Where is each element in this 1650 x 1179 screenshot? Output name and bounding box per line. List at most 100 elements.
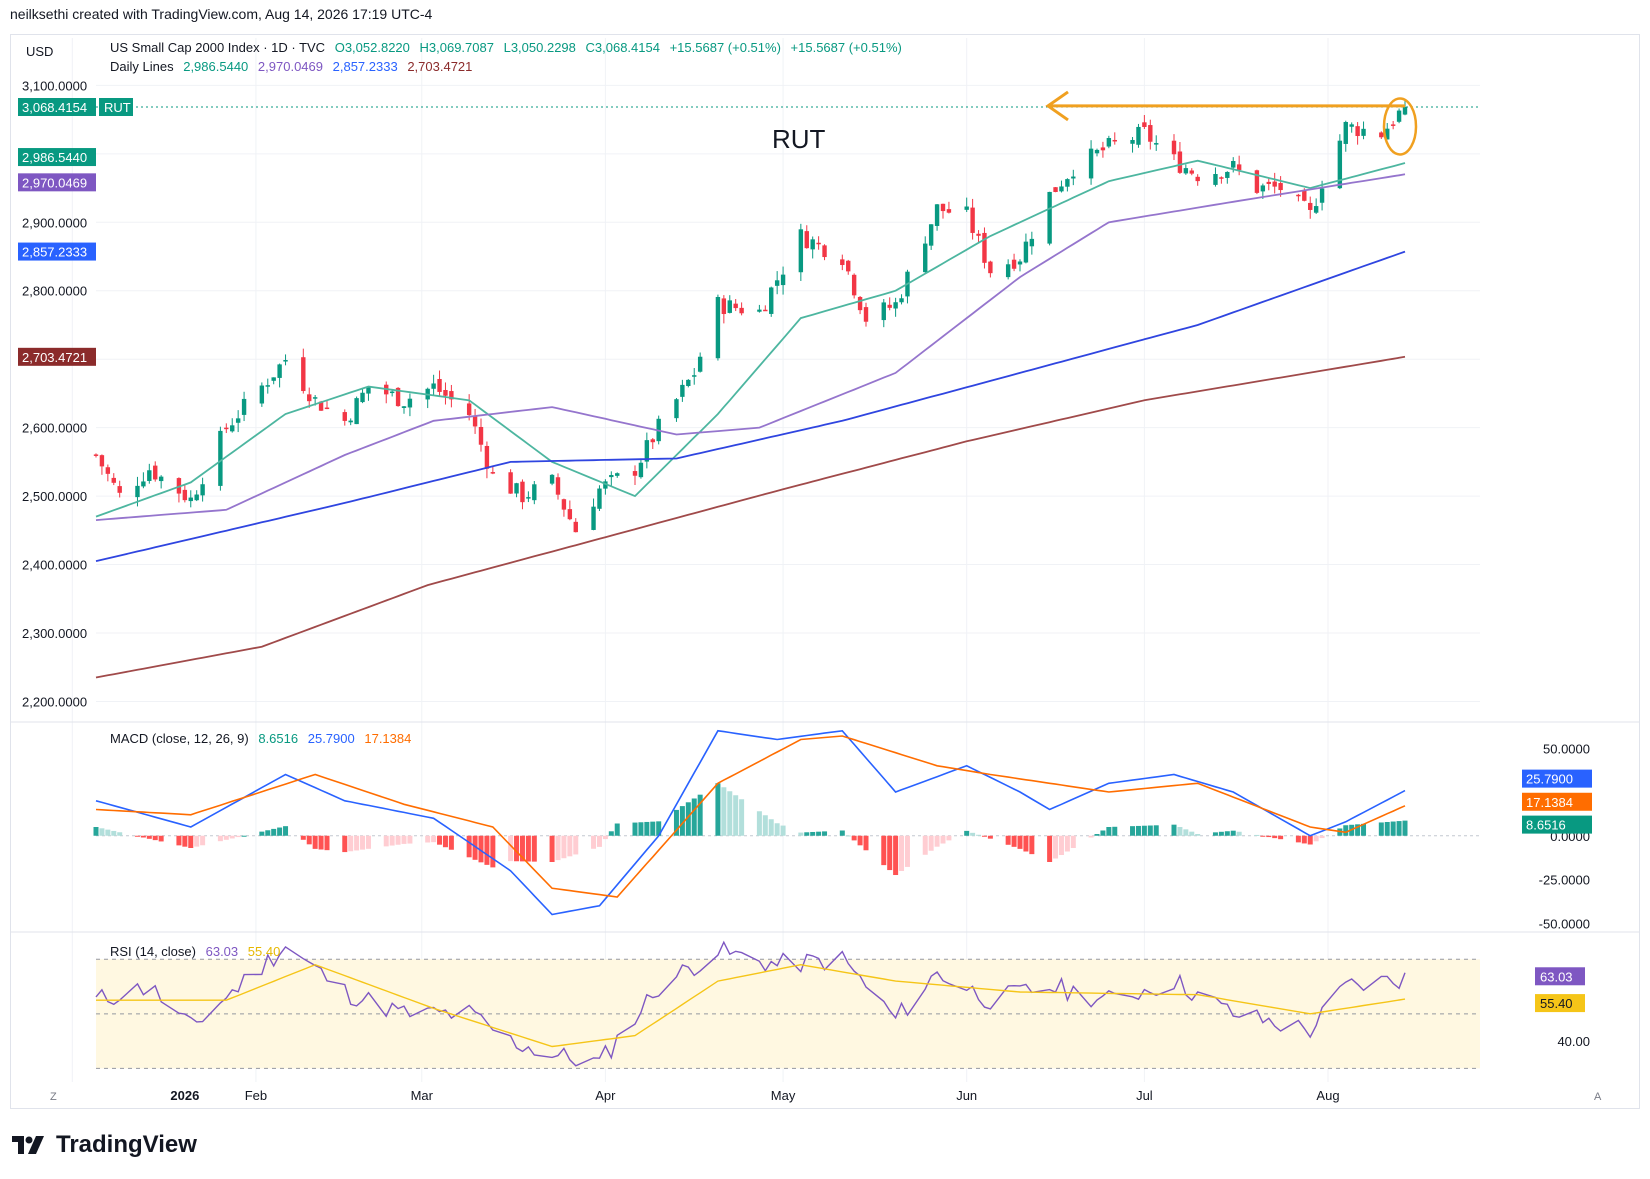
candle-body [1171, 140, 1177, 155]
macd-histogram-bar [146, 835, 152, 839]
auto-scale-icon[interactable]: A [1594, 1091, 1602, 1103]
rsi-tag-bg [1535, 994, 1585, 1013]
candle-body [632, 471, 638, 476]
candle-body [840, 259, 845, 266]
macd-line-value: 25.7900 [307, 731, 355, 746]
candle-body [1195, 176, 1200, 182]
macd-histogram-bar [93, 827, 99, 836]
time-axis: 2026 Feb Mar Apr May Jun Jul Aug [170, 1088, 1339, 1103]
candle-body [141, 481, 146, 487]
macd-histogram-bar [561, 835, 567, 859]
candle-body [1296, 194, 1301, 197]
symbol-title[interactable]: US Small Cap 2000 Index · 1D · TVC [110, 40, 326, 55]
candle-body [466, 403, 472, 416]
macd-histogram-bar [1195, 834, 1201, 836]
price-tick-label: 2,300.0000 [22, 626, 87, 641]
macd-histogram-bar [697, 794, 703, 836]
candle-body [1272, 181, 1277, 187]
candle-body [1154, 143, 1159, 145]
macd-histogram-bar [1147, 825, 1153, 836]
macd-histogram-bar [354, 835, 360, 851]
macd-histogram-bar [602, 835, 608, 840]
candle-body [1148, 125, 1153, 142]
candle-body [532, 484, 537, 501]
macd-histogram-bar [1224, 831, 1230, 836]
candle-body [241, 398, 247, 415]
candle-body [520, 481, 525, 503]
time-tick-label: Jul [1136, 1088, 1153, 1103]
candle-body [686, 379, 691, 386]
time-tick-label: Jun [956, 1088, 977, 1103]
candle-body [638, 462, 644, 478]
macd-histogram-bar [638, 822, 644, 836]
macd-histogram-bar [839, 830, 845, 836]
time-tick-label: Aug [1316, 1088, 1339, 1103]
candle-body [153, 465, 158, 480]
rsi-label[interactable]: RSI (14, close) [110, 944, 196, 959]
macd-histogram-bar [525, 835, 531, 862]
macd-histogram-bar [1236, 831, 1242, 836]
rsi-tag-bg [1535, 967, 1585, 986]
resistance-arrow [1045, 90, 1405, 122]
macd-histogram-bar [508, 835, 514, 862]
zoom-icon[interactable]: Z [50, 1091, 57, 1103]
macd-tag-label: 8.6516 [1526, 818, 1566, 833]
macd-histogram-bar [1177, 827, 1183, 836]
macd-histogram-bar [283, 826, 289, 836]
macd-histogram-bar [1005, 835, 1011, 845]
macd-histogram-bar [1295, 835, 1301, 843]
candle-body [449, 391, 454, 400]
macd-histogram-bar [964, 830, 970, 836]
macd-histogram-bar [721, 787, 727, 836]
candles [93, 99, 1408, 533]
daily-lines-label[interactable]: Daily Lines [110, 59, 174, 74]
candle-body [230, 425, 235, 432]
candle-body [567, 509, 573, 520]
macd-histogram-bar [265, 830, 271, 836]
macd-histogram-bar [259, 831, 265, 836]
macd-histogram-bar [1307, 835, 1313, 845]
candle-body [158, 476, 164, 482]
macd-histogram-bar [1070, 835, 1076, 848]
macd-histogram-bar [360, 835, 366, 850]
currency-label[interactable]: USD [26, 44, 54, 59]
time-tick-label: May [771, 1088, 796, 1103]
macd-histogram-bar [608, 831, 614, 836]
price-tick-label: 2,900.0000 [22, 215, 87, 230]
candle-body [277, 364, 282, 378]
macd-histogram-bar [798, 832, 804, 836]
macd-histogram-bar [200, 835, 206, 846]
macd-histogram-bar [111, 830, 117, 836]
close-value: C3,068.4154 [585, 40, 660, 55]
candle-body [881, 302, 886, 321]
macd-histogram-bar [768, 819, 774, 836]
macd-histogram-bar [904, 835, 910, 867]
candle-body [1302, 190, 1307, 201]
macd-tag-label: 25.7900 [1526, 772, 1573, 787]
macd-label[interactable]: MACD (close, 12, 26, 9) [110, 731, 249, 746]
macd-histogram-bar [970, 832, 976, 836]
macd-axis-label: 50.0000 [1543, 741, 1590, 756]
macd-line [95, 729, 1406, 916]
candle-body [1112, 139, 1117, 142]
price-tag-bg [18, 173, 96, 192]
macd-histogram-bar [1266, 835, 1272, 838]
macd-histogram-bar [1361, 823, 1367, 836]
macd-histogram-bar [1319, 835, 1325, 839]
macd-signal-value: 17.1384 [364, 731, 412, 746]
candle-body [1361, 128, 1366, 136]
candle-body [1254, 170, 1260, 193]
macd-histogram-bar [679, 806, 685, 836]
rsi-legend: RSI (14, close) 63.03 55.40 [110, 944, 286, 959]
macd-histogram-bar [1402, 820, 1408, 836]
macd-histogram-bar [1094, 834, 1100, 836]
sma200-line [95, 355, 1406, 679]
candle-body [970, 207, 975, 233]
macd-histogram-bar [1313, 835, 1319, 842]
price-tags: 3,068.4154 RUT 2,986.5440 2,970.0469 2,857.2… [18, 98, 133, 366]
candle-body [644, 440, 650, 462]
time-tick-label: 2026 [170, 1088, 199, 1103]
candle-body [1136, 126, 1141, 145]
candle-body [1231, 161, 1236, 168]
